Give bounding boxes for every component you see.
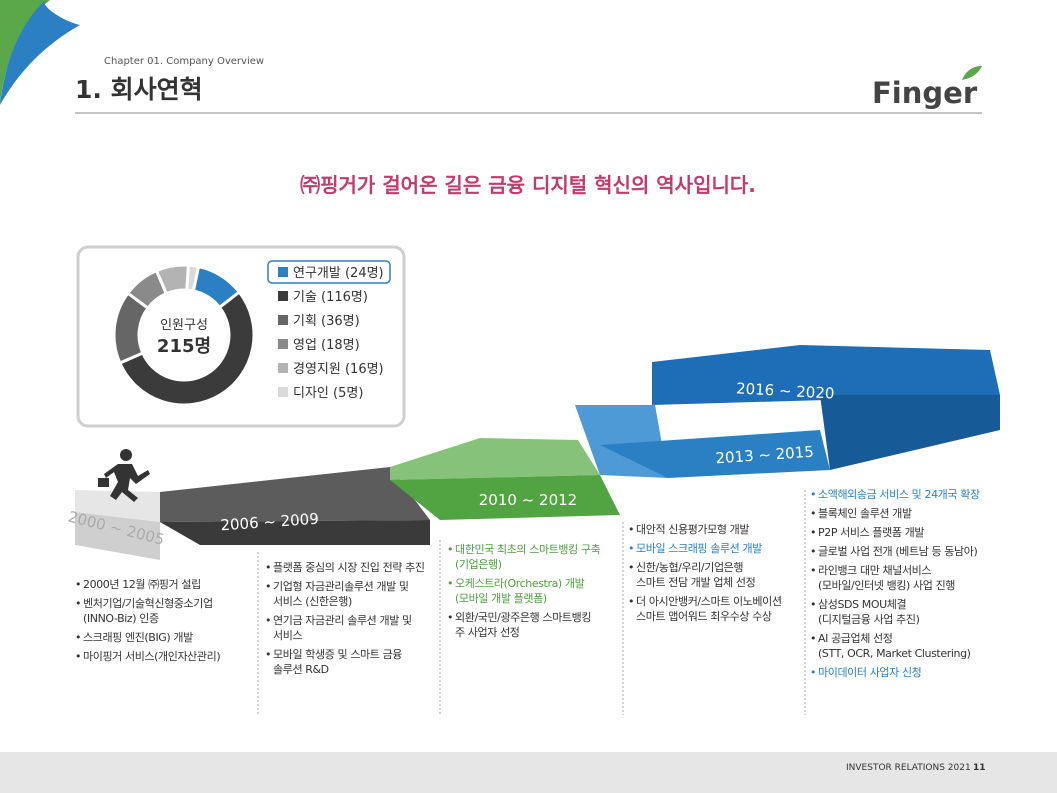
legend-swatch — [278, 387, 288, 397]
pie-slice — [185, 263, 201, 293]
timeline-item: 대한민국 최초의 스마트뱅킹 구축 (기업은행) — [447, 542, 601, 572]
timeline-item: 삼성SDS MOU체결 (디지털금융 사업 추진) — [810, 597, 980, 627]
timeline-item: 스크래핑 엔진(BIG) 개발 — [75, 630, 220, 645]
timeline-item: 대안적 신용평가모형 개발 — [628, 522, 782, 537]
timeline-item: 오케스트라(Orchestra) 개발 (모바일 개발 플랫폼) — [447, 576, 600, 606]
timeline-item: 라인뱅크 대만 채널서비스 (모바일/인터넷 뱅킹) 사업 진행 — [810, 563, 980, 593]
page-title: 1. 회사연혁 — [75, 75, 203, 104]
page-number: 11 — [973, 763, 986, 773]
center-label: 인원구성 — [160, 318, 208, 333]
step-side — [160, 520, 430, 545]
timeline-item: 외환/국민/광주은행 스마트뱅킹 주 사업자 선정 — [447, 610, 600, 640]
pie-slice — [117, 289, 256, 407]
footer-text: INVESTOR RELATIONS 2021 — [846, 763, 971, 773]
step-front — [160, 467, 430, 522]
footer-band — [0, 752, 1057, 793]
timeline-item: 기업형 자금관리솔루션 개발 및 서비스 (신한은행) — [265, 579, 425, 609]
timeline-item: 모바일 스크래핑 솔루션 개발 — [628, 541, 782, 556]
period-label: 2010 ~ 2012 — [479, 491, 577, 509]
legend-label: 영업 (18명) — [293, 338, 360, 353]
legend-label: 기획 (36명) — [293, 314, 360, 329]
timeline-item: 신한/농협/우리/기업은행 스마트 전담 개발 업체 선정 — [628, 560, 782, 590]
timeline-column: 플랫폼 중심의 시장 진입 전략 추진기업형 자금관리솔루션 개발 및 서비스 … — [265, 560, 425, 681]
timeline-item: 플랫폼 중심의 시장 진입 전략 추진 — [265, 560, 425, 575]
timeline-item: AI 공급업체 선정 (STT, OCR, Market Clustering) — [810, 631, 980, 661]
logo-leaf — [962, 66, 982, 80]
step-front — [600, 430, 830, 478]
timeline-item: 마이데이터 사업자 신청 — [810, 665, 980, 680]
logo: Finger — [872, 76, 978, 110]
timeline-item: 모바일 학생증 및 스마트 금융 솔루션 R&D — [265, 647, 425, 677]
headline: ㈜핑거가 걸어온 길은 금융 디지털 혁신의 역사입니다. — [300, 173, 756, 197]
runner-icon — [98, 449, 150, 502]
timeline-column: 대한민국 최초의 스마트뱅킹 구축 (기업은행) 오케스트라(Orchestra)… — [447, 542, 601, 644]
legend-swatch — [278, 315, 288, 325]
legend-swatch — [278, 339, 288, 349]
legend-highlight — [267, 260, 391, 284]
timeline-item: 마이핑거 서비스(개인자산관리) — [75, 649, 221, 664]
step-top — [75, 490, 160, 522]
step-front — [652, 345, 1000, 405]
timeline-column: 2000년 12월 ㈜핑거 설립벤처기업/기술혁신형중소기업 (INNO-Biz… — [75, 577, 221, 668]
column-separators — [257, 490, 806, 715]
timeline-item: P2P 서비스 플랫폼 개발 — [810, 525, 980, 540]
timeline-item: 벤처기업/기술혁신형중소기업 (INNO-Biz) 인증 — [75, 596, 220, 626]
legend-label: 경영지원 (16명) — [293, 362, 384, 377]
legend-swatch — [278, 267, 288, 277]
legend-swatch — [278, 363, 288, 373]
step-side — [820, 395, 1000, 470]
legend-label: 기술 (116명) — [293, 290, 368, 305]
timeline-column: 대안적 신용평가모형 개발모바일 스크래핑 솔루션 개발신한/농협/우리/기업은… — [628, 522, 782, 628]
timeline-column: 소액해외송금 서비스 및 24개국 확장블록체인 솔루션 개발 P2P 서비스 플… — [810, 487, 980, 684]
timeline-item: 소액해외송금 서비스 및 24개국 확장 — [810, 487, 980, 502]
step-front — [390, 475, 620, 520]
period-label: 2016 ~ 2020 — [736, 379, 835, 402]
timeline-item: 글로벌 사업 전개 (베트남 등 동남아) — [810, 544, 980, 559]
timeline-item: 연기금 자금관리 솔루션 개발 및 서비스 — [265, 613, 425, 643]
timeline-item: 더 아시안뱅커/스마트 이노베이션 스마트 앱어워드 최우수상 수상 — [628, 594, 782, 624]
center-total: 215명 — [157, 336, 211, 357]
timeline-item: 블록체인 솔루션 개발 — [810, 506, 980, 521]
chapter: Chapter 01. Company Overview — [104, 56, 264, 67]
leaf-blue — [0, 0, 80, 105]
step-front — [75, 512, 160, 560]
legend-label: 디자인 (5명) — [293, 386, 363, 401]
legend-label: 연구개발 (24명) — [293, 266, 384, 281]
legend-swatch — [278, 291, 288, 301]
timeline-item: 2000년 12월 ㈜핑거 설립 — [75, 577, 220, 592]
leaf-green — [0, 0, 50, 105]
step-top — [390, 438, 600, 480]
